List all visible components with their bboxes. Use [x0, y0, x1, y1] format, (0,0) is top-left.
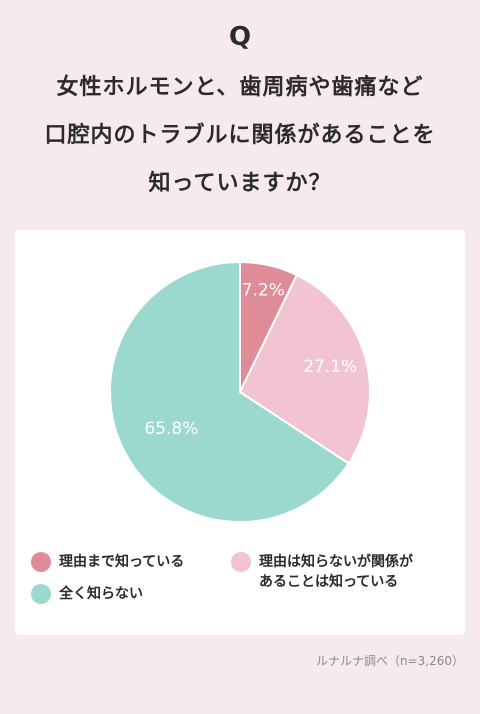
legend-label: 全く知らない	[59, 586, 143, 602]
legend-item-know-relation: 理由は知らないが関係が あることは知っている	[231, 552, 413, 592]
question-marker: Q	[228, 22, 252, 52]
source-note: ルナルナ調べ（n=3,260）	[315, 654, 464, 668]
legend-swatch	[231, 552, 251, 572]
legend-item-know-reason: 理由まで知っている	[31, 552, 184, 572]
pie-slice-label: 65.8%	[144, 419, 198, 439]
pie-slice	[109, 260, 350, 523]
pie-slice-label: 7.2%	[242, 281, 285, 301]
pie-slice	[238, 273, 371, 465]
legend-swatch	[31, 552, 51, 572]
pie-chart: 7.2% 27.1% 65.8%	[109, 260, 371, 523]
legend-label: 理由まで知っている	[59, 554, 185, 570]
chart-card: 7.2% 27.1% 65.8% 理由まで知っている 理由は知らないが関係が あるこ…	[15, 230, 465, 635]
legend: 理由まで知っている 理由は知らないが関係が あることは知っている 全く知らない	[15, 230, 465, 635]
legend-label: 理由は知らないが関係が あることは知っている	[259, 554, 413, 590]
question-text: 女性ホルモンと、歯周病や歯痛など 口腔内のトラブルに関係があることを 知っていま…	[44, 75, 436, 196]
pie-slice-label: 27.1%	[303, 357, 357, 377]
legend-item-dont-know: 全く知らない	[31, 584, 143, 604]
legend-swatch	[31, 584, 51, 604]
